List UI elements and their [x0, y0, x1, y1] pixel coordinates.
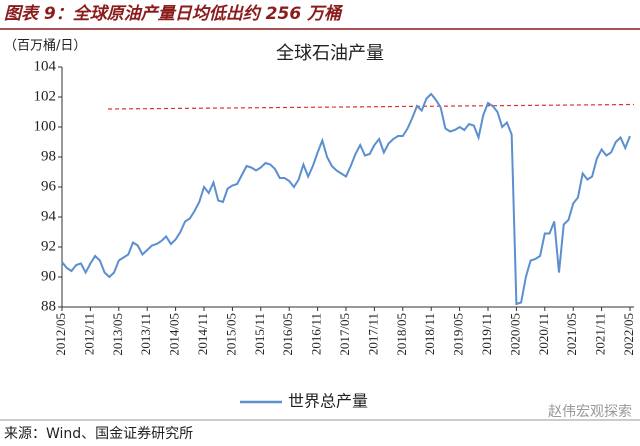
x-tick-label: 2016/05	[280, 313, 295, 356]
x-tick-label: 2022/05	[621, 313, 636, 356]
x-tick-label: 2018/05	[394, 313, 409, 356]
chart-title: 全球石油产量	[276, 43, 384, 64]
y-tick-label: 100	[34, 118, 57, 134]
y-tick-label: 92	[41, 238, 56, 254]
x-tick-label: 2012/11	[81, 313, 96, 355]
y-tick-label: 94	[41, 208, 57, 224]
x-tick-label: 2019/11	[479, 313, 494, 355]
x-tick-label: 2015/11	[252, 313, 267, 355]
x-tick-label: 2013/05	[110, 313, 125, 356]
y-axis-label: （百万桶/日）	[4, 39, 86, 54]
y-tick-label: 96	[41, 178, 57, 194]
source: 来源：Wind、国金证券研究所	[4, 426, 193, 442]
y-tick-label: 88	[41, 298, 56, 314]
x-tick-label: 2017/11	[365, 313, 380, 355]
y-tick-label: 102	[34, 88, 57, 104]
watermark: 赵伟宏观探索	[548, 403, 632, 420]
x-tick-label: 2018/11	[422, 313, 437, 355]
x-tick-label: 2019/05	[451, 313, 466, 356]
x-tick-label: 2020/05	[507, 313, 522, 356]
x-tick-label: 2014/11	[195, 313, 210, 355]
x-tick-label: 2020/11	[536, 313, 551, 355]
x-tick-label: 2012/05	[53, 313, 68, 356]
y-tick-label: 90	[41, 268, 56, 284]
x-tick-label: 2021/11	[593, 313, 608, 355]
x-tick-label: 2014/05	[167, 313, 182, 356]
x-tick-label: 2021/05	[564, 313, 579, 356]
x-tick-label: 2017/05	[337, 313, 352, 356]
y-tick-label: 98	[41, 148, 56, 164]
x-tick-label: 2015/05	[223, 313, 238, 356]
legend-label: 世界总产量	[288, 392, 368, 411]
x-tick-label: 2016/11	[309, 313, 324, 355]
x-tick-label: 2013/11	[138, 313, 153, 355]
series-line	[61, 92, 631, 306]
reference-line	[107, 103, 635, 110]
header-title: 图表 9：全球原油产量日均低出约 256 万桶	[4, 4, 344, 24]
y-tick-label: 104	[34, 58, 57, 74]
